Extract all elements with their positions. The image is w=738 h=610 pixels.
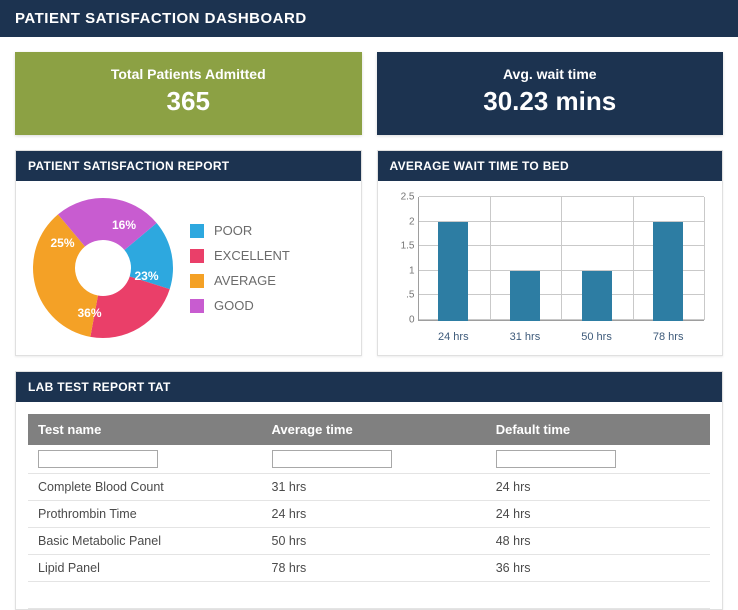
legend-swatch: [190, 299, 204, 313]
table-row: Lipid Panel78 hrs36 hrs: [28, 555, 710, 582]
bar-xlabel: 78 hrs: [632, 331, 704, 343]
table-cell: 36 hrs: [486, 555, 710, 582]
panel-title: LAB TEST REPORT TAT: [28, 380, 171, 394]
panel-title: AVERAGE WAIT TIME TO BED: [390, 159, 569, 173]
card-total-patients: Total Patients Admitted 365: [15, 52, 362, 135]
table-cell: 24 hrs: [262, 501, 486, 528]
legend-label: EXCELLENT: [214, 248, 290, 263]
table-cell: 24 hrs: [486, 501, 710, 528]
donut-pct-average: 36%: [77, 306, 101, 320]
table-cell: 24 hrs: [486, 474, 710, 501]
table-row: Basic Metabolic Panel50 hrs48 hrs: [28, 528, 710, 555]
donut-pct-poor: 16%: [112, 218, 136, 232]
filter-input-col1[interactable]: [272, 450, 392, 468]
legend-swatch: [190, 224, 204, 238]
legend-swatch: [190, 274, 204, 288]
legend-label: POOR: [214, 223, 252, 238]
panel-body: 16% 23% 36% 25% POOR EXCELLENT AVERAGE GOOD: [16, 181, 361, 355]
table-row: [28, 582, 710, 609]
table-col-header: Default time: [486, 414, 710, 445]
filter-input-col2[interactable]: [496, 450, 616, 468]
legend-item-average: AVERAGE: [190, 273, 290, 288]
donut-pct-excellent: 23%: [134, 269, 158, 283]
panel-title: PATIENT SATISFACTION REPORT: [28, 159, 229, 173]
card-label: Avg. wait time: [387, 66, 714, 82]
table-cell: 48 hrs: [486, 528, 710, 555]
donut-legend: POOR EXCELLENT AVERAGE GOOD: [190, 223, 290, 313]
legend-label: AVERAGE: [214, 273, 276, 288]
dashboard-title: PATIENT SATISFACTION DASHBOARD: [15, 10, 307, 27]
card-avg-wait-time: Avg. wait time 30.23 mins: [377, 52, 724, 135]
table-col-header: Average time: [262, 414, 486, 445]
bar-xlabel: 31 hrs: [489, 331, 561, 343]
lab-table: Test nameAverage timeDefault time Comple…: [28, 414, 710, 609]
table-col-header: Test name: [28, 414, 262, 445]
bar-ylabel: 1.5: [401, 241, 419, 252]
bar: [510, 271, 540, 321]
table-row: Complete Blood Count31 hrs24 hrs: [28, 474, 710, 501]
table-header-row: Test nameAverage timeDefault time: [28, 414, 710, 445]
bar-xlabel: 24 hrs: [418, 331, 490, 343]
donut-slice-excellent: [90, 276, 169, 338]
bar-chart: 0.511.522.524 hrs31 hrs50 hrs78 hrs: [390, 193, 711, 343]
bar: [582, 271, 612, 321]
donut-chart: 16% 23% 36% 25%: [28, 193, 178, 343]
filter-input-col0[interactable]: [38, 450, 158, 468]
panel-header: LAB TEST REPORT TAT: [16, 372, 722, 402]
legend-item-poor: POOR: [190, 223, 290, 238]
table-body: Complete Blood Count31 hrs24 hrsProthrom…: [28, 445, 710, 609]
table-cell: Complete Blood Count: [28, 474, 262, 501]
table-cell: 31 hrs: [262, 474, 486, 501]
table-cell: Prothrombin Time: [28, 501, 262, 528]
panel-body: 0.511.522.524 hrs31 hrs50 hrs78 hrs: [378, 181, 723, 355]
stat-cards-row: Total Patients Admitted 365 Avg. wait ti…: [15, 52, 723, 135]
table-cell: 78 hrs: [262, 555, 486, 582]
panels-row: PATIENT SATISFACTION REPORT 16% 23% 36% 25%…: [15, 150, 723, 356]
bar: [438, 222, 468, 321]
panel-header: AVERAGE WAIT TIME TO BED: [378, 151, 723, 181]
table-filter-row: [28, 445, 710, 474]
donut-wrap: 16% 23% 36% 25% POOR EXCELLENT AVERAGE GOOD: [28, 193, 349, 343]
panel-wait-chart: AVERAGE WAIT TIME TO BED 0.511.522.524 h…: [377, 150, 724, 356]
panel-lab-report: LAB TEST REPORT TAT Test nameAverage tim…: [15, 371, 723, 610]
table-cell: Lipid Panel: [28, 555, 262, 582]
panel-header: PATIENT SATISFACTION REPORT: [16, 151, 361, 181]
card-label: Total Patients Admitted: [25, 66, 352, 82]
panel-satisfaction: PATIENT SATISFACTION REPORT 16% 23% 36% 25%…: [15, 150, 362, 356]
card-value: 365: [25, 86, 352, 117]
legend-item-good: GOOD: [190, 298, 290, 313]
table-row: Prothrombin Time24 hrs24 hrs: [28, 501, 710, 528]
table-wrap: Test nameAverage timeDefault time Comple…: [16, 402, 722, 609]
bar-ylabel: 2.5: [401, 192, 419, 203]
bar: [653, 222, 683, 321]
table-cell: Basic Metabolic Panel: [28, 528, 262, 555]
card-value: 30.23 mins: [387, 86, 714, 117]
legend-item-excellent: EXCELLENT: [190, 248, 290, 263]
dashboard-content: Total Patients Admitted 365 Avg. wait ti…: [0, 37, 738, 610]
table-cell: 50 hrs: [262, 528, 486, 555]
dashboard-header: PATIENT SATISFACTION DASHBOARD: [0, 0, 738, 37]
bar-xlabel: 50 hrs: [561, 331, 633, 343]
donut-pct-good: 25%: [50, 236, 74, 250]
legend-swatch: [190, 249, 204, 263]
legend-label: GOOD: [214, 298, 254, 313]
